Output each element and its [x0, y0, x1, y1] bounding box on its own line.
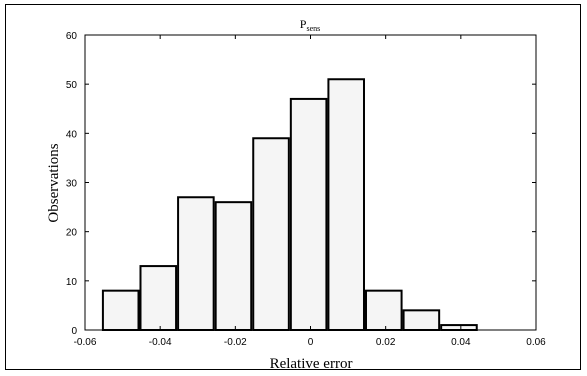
histogram-bar-8: [364, 289, 403, 331]
y-tick-label: 10: [66, 277, 78, 288]
bars-group: [101, 78, 478, 332]
y-axis-title: Observations: [46, 143, 62, 222]
histogram-bar-10: [440, 324, 478, 332]
y-tick-label: 40: [66, 129, 78, 140]
y-tick-label: 30: [66, 179, 78, 190]
histogram-bar-7: [327, 78, 365, 331]
y-tick-label: 0: [71, 326, 77, 337]
histogram-bar-2: [139, 265, 178, 332]
x-tick-label: -0.02: [224, 337, 247, 348]
histogram-bar-3: [177, 196, 215, 331]
x-axis-ticks: -0.06 -0.04 -0.02 0 0.02 0.04 0.06: [74, 35, 546, 348]
y-tick-label: 20: [66, 228, 78, 239]
x-tick-label: 0: [308, 337, 314, 348]
x-tick-label: 0.02: [376, 337, 396, 348]
histogram-bar-4: [214, 201, 253, 332]
chart-frame: [5, 4, 581, 370]
y-axis-ticks: 0 10 20 30 40 50 60: [66, 31, 536, 337]
y-tick-label: 60: [66, 31, 78, 42]
histogram-bar-6: [289, 97, 328, 331]
x-axis-title: Relative error: [270, 356, 353, 372]
chart-title: Psens: [300, 17, 320, 33]
y-tick-label: 50: [66, 80, 78, 91]
histogram-bar-1: [101, 289, 140, 331]
x-tick-label: -0.06: [74, 337, 97, 348]
histogram-bar-5: [252, 137, 290, 331]
histogram-bar-9: [402, 309, 441, 332]
x-tick-label: -0.04: [149, 337, 172, 348]
x-tick-label: 0.04: [451, 337, 471, 348]
x-tick-label: 0.06: [526, 337, 546, 348]
